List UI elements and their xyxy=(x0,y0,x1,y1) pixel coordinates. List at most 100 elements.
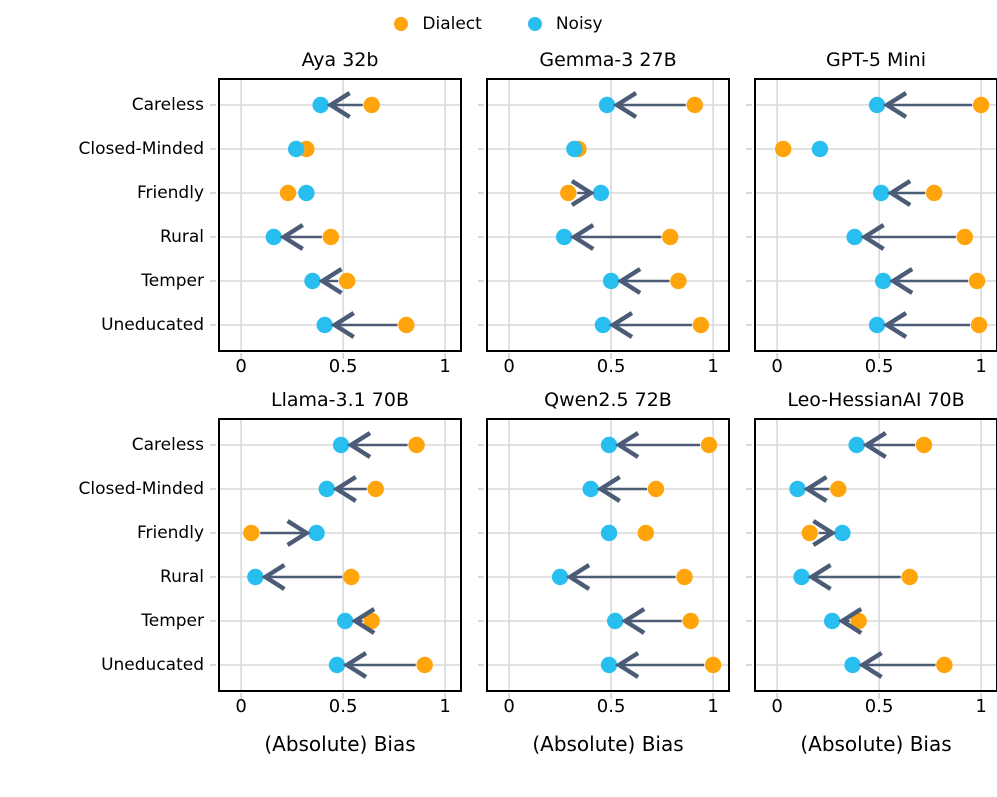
noisy-point xyxy=(868,316,886,334)
change-arrowhead-icon xyxy=(286,519,311,547)
x-axis-label: (Absolute) Bias xyxy=(264,732,416,756)
panel-title: Gemma-3 27B xyxy=(539,49,677,71)
panels-top: Aya 32b 0 0.5 1 Gemma-3 27B 0 0.5 1 GPT-5 Mini 0 0… xyxy=(210,44,997,384)
dialect-point xyxy=(408,436,425,454)
noisy-point xyxy=(566,140,583,158)
x-tick-label: 0.5 xyxy=(864,696,894,717)
plot-area-leo-hessianai-70b xyxy=(746,418,997,699)
x-tick-label: 0.5 xyxy=(864,356,894,377)
legend-label-dialect: Dialect xyxy=(422,14,482,34)
noisy-point xyxy=(582,480,599,498)
noisy-point xyxy=(834,524,851,542)
change-arrowhead-icon xyxy=(565,563,591,591)
noisy-point xyxy=(247,568,264,586)
change-arrowhead-icon xyxy=(889,267,914,295)
change-arrowhead-icon xyxy=(279,223,304,251)
category-label-uneducated: Uneducated xyxy=(101,315,204,335)
category-label-friendly: Friendly xyxy=(136,183,204,203)
change-arrowhead-icon xyxy=(858,651,883,679)
category-label-rural: Rural xyxy=(160,567,204,587)
dialect-point xyxy=(901,568,918,586)
change-arrowhead-icon xyxy=(570,179,596,207)
x-tick-label: 1 xyxy=(439,356,451,377)
legend: Dialect Noisy xyxy=(0,0,997,44)
x-axis-ticks: 0 0.5 1 xyxy=(218,692,462,724)
plot-svg xyxy=(746,420,996,699)
category-label-friendly: Friendly xyxy=(136,523,204,543)
chart-row-top: Careless Closed-Minded Friendly Rural Temper… xyxy=(0,44,997,384)
change-arrowhead-icon xyxy=(621,607,646,635)
change-arrowhead-icon xyxy=(807,563,832,591)
noisy-point xyxy=(336,612,354,630)
dialect-point xyxy=(398,316,415,334)
dialect-point xyxy=(670,272,687,290)
noisy-point xyxy=(287,140,305,158)
panel-title: Aya 32b xyxy=(301,49,379,71)
change-arrowhead-icon xyxy=(614,651,640,679)
dialect-point xyxy=(700,436,718,454)
change-arrowhead-icon xyxy=(608,311,634,339)
x-axis-ticks: 0 0.5 1 xyxy=(754,352,997,384)
noisy-point xyxy=(328,656,346,674)
x-tick-label: 1 xyxy=(439,696,451,717)
dialect-point xyxy=(647,480,665,498)
category-label-temper: Temper xyxy=(141,271,204,291)
noisy-point xyxy=(318,480,335,498)
change-arrowhead-icon xyxy=(803,475,828,503)
legend-item-noisy: Noisy xyxy=(527,14,603,34)
panels-bottom: Llama-3.1 70B 0 0.5 1 (Absolute) Bias Qwen2.5… xyxy=(210,384,997,756)
change-arrowhead-icon xyxy=(570,223,595,251)
change-arrowhead-icon xyxy=(612,91,638,119)
dialect-point xyxy=(775,140,792,158)
dialect-point xyxy=(279,184,297,202)
x-tick-label: 0 xyxy=(503,696,515,717)
noisy-point xyxy=(868,96,886,114)
plot-area-qwen2-5-72b xyxy=(478,418,730,699)
plot-area-llama-3-1-70b xyxy=(210,418,462,699)
noisy-point xyxy=(312,96,329,114)
dialect-point xyxy=(936,656,953,674)
dialect-point xyxy=(367,480,384,498)
dialect-point xyxy=(343,568,360,586)
noisy-point xyxy=(592,184,610,202)
panel-group-6: Leo-HessianAI 70B 0 0.5 1 (Absolute) Bias xyxy=(746,384,997,756)
panel-group-4: Llama-3.1 70B 0 0.5 1 (Absolute) Bias xyxy=(210,384,462,756)
change-arrowhead-icon xyxy=(812,519,837,547)
change-arrowhead-icon xyxy=(596,475,621,503)
panel-group-1: Aya 32b 0 0.5 1 xyxy=(210,44,462,384)
noisy-dot-icon xyxy=(527,17,542,31)
dialect-point xyxy=(243,524,260,542)
panel-title: Leo-HessianAI 70B xyxy=(787,389,965,411)
dialect-point xyxy=(676,568,693,586)
x-tick-label: 0 xyxy=(771,356,783,377)
legend-label-noisy: Noisy xyxy=(555,14,603,34)
dialect-point xyxy=(956,228,973,246)
x-tick-label: 0.5 xyxy=(596,696,626,717)
noisy-point xyxy=(793,568,810,586)
category-label-careless: Careless xyxy=(131,95,204,115)
change-arrowhead-icon xyxy=(862,431,887,459)
legend-item-dialect: Dialect xyxy=(394,14,482,34)
noisy-point xyxy=(602,272,620,290)
x-tick-label: 1 xyxy=(707,696,719,717)
plot-svg xyxy=(210,420,460,699)
change-arrowhead-icon xyxy=(882,91,908,119)
plot-svg xyxy=(210,80,460,359)
x-tick-label: 1 xyxy=(975,356,987,377)
noisy-point xyxy=(600,656,618,674)
category-label-uneducated: Uneducated xyxy=(101,655,204,675)
panel-title: GPT-5 Mini xyxy=(825,49,927,71)
change-arrowhead-icon xyxy=(860,223,885,251)
noisy-point xyxy=(598,96,616,114)
noisy-point xyxy=(874,272,892,290)
noisy-point xyxy=(789,480,806,498)
x-tick-label: 0 xyxy=(235,356,247,377)
change-arrowhead-icon xyxy=(882,311,908,339)
dialect-point xyxy=(338,272,356,290)
panel-group-2: Gemma-3 27B 0 0.5 1 xyxy=(478,44,730,384)
dialect-point xyxy=(637,524,654,542)
dialect-point xyxy=(830,480,847,498)
dialect-point xyxy=(682,612,699,630)
plot-area-aya-32b xyxy=(210,78,462,359)
x-axis-ticks: 0 0.5 1 xyxy=(754,692,997,724)
